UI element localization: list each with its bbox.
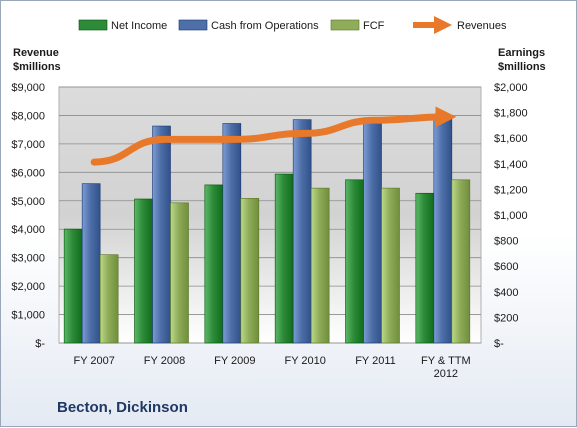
bar-cash-from-operations — [293, 120, 311, 343]
left-tick-label: $8,000 — [11, 110, 45, 122]
right-tick-label: $- — [494, 338, 504, 350]
left-axis-title: Revenue $millions — [13, 46, 61, 74]
bar-cash-from-operations — [153, 126, 171, 343]
legend-swatch-net-income — [79, 20, 107, 30]
bar-cash-from-operations — [223, 123, 241, 343]
legend-label: Cash from Operations — [211, 20, 319, 32]
left-tick-label: $9,000 — [11, 82, 45, 94]
left-tick-label: $4,000 — [11, 224, 45, 236]
category-labels: FY 2007 FY 2008 FY 2009 FY 2010 FY 2011 FY & … — [73, 355, 470, 380]
right-tick-label: $1,400 — [494, 159, 528, 171]
right-tick-label: $1,600 — [494, 133, 528, 145]
left-tick-label: $3,000 — [11, 253, 45, 265]
legend-label: FCF — [363, 20, 385, 32]
bar-cash-from-operations — [82, 184, 100, 343]
bar-net-income — [346, 180, 364, 343]
legend-label: Revenues — [457, 20, 507, 32]
bar-net-income — [64, 229, 82, 343]
legend-label: Net Income — [111, 20, 167, 32]
bar-net-income — [416, 193, 434, 343]
bar-fcf — [311, 188, 329, 343]
bar-net-income — [275, 174, 293, 343]
left-tick-label: $5,000 — [11, 196, 45, 208]
bar-cash-from-operations — [434, 117, 452, 343]
category-label: FY 2009 — [214, 355, 255, 367]
right-axis-title-line1: Earnings — [498, 46, 546, 60]
left-tick-label: $6,000 — [11, 167, 45, 179]
left-tick-label: $1,000 — [11, 310, 45, 322]
bar-fcf — [171, 203, 189, 343]
bar-net-income — [205, 185, 223, 343]
right-tick-label: $800 — [494, 236, 518, 248]
left-tick-label: $- — [35, 338, 45, 350]
right-tick-label: $200 — [494, 312, 518, 324]
left-axis-title-line1: Revenue — [13, 46, 61, 60]
right-tick-label: $400 — [494, 287, 518, 299]
bar-fcf — [452, 180, 470, 343]
legend-swatch-fcf — [331, 20, 359, 30]
right-tick-label: $1,200 — [494, 184, 528, 196]
right-axis-title: Earnings $millions — [498, 46, 546, 74]
category-label: FY 2010 — [284, 355, 325, 367]
category-label: FY 2011 — [355, 355, 396, 367]
legend-swatch-cash-from-operations — [179, 20, 207, 30]
bar-net-income — [135, 199, 153, 343]
right-tick-label: $1,800 — [494, 108, 528, 120]
right-tick-label: $600 — [494, 261, 518, 273]
left-tick-label: $2,000 — [11, 281, 45, 293]
category-label: FY 2007 — [73, 355, 114, 367]
left-tick-label: $7,000 — [11, 139, 45, 151]
right-tick-label: $2,000 — [494, 82, 528, 94]
bar-fcf — [241, 198, 259, 343]
bar-fcf — [382, 188, 400, 343]
company-title: Becton, Dickinson — [57, 399, 188, 416]
bar-fcf — [100, 255, 118, 343]
bar-cash-from-operations — [364, 123, 382, 343]
right-tick-label: $1,000 — [494, 210, 528, 222]
right-axis-title-line2: $millions — [498, 60, 546, 74]
category-label: FY 2008 — [144, 355, 185, 367]
left-axis-title-line2: $millions — [13, 60, 61, 74]
legend: Net Income Cash from Operations FCF Revenue… — [79, 20, 507, 32]
